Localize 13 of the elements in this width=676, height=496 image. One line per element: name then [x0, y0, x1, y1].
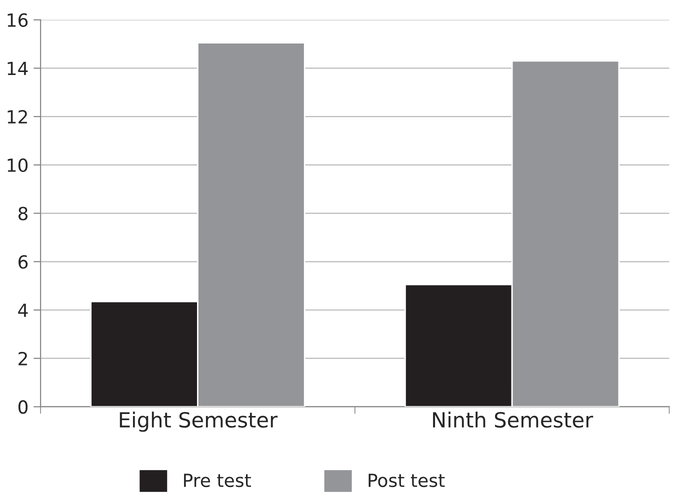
y-tick-label: 6	[18, 255, 28, 269]
y-tick-label: 16	[8, 13, 28, 27]
y-tick-label: 0	[18, 400, 28, 414]
y-tick-label: 12	[8, 110, 27, 124]
y-tick-label: 10	[8, 158, 28, 172]
x-tick-label: Ninth Semester	[433, 412, 594, 428]
legend-label: Pre test	[184, 474, 251, 488]
y-tick-label: 8	[18, 206, 28, 220]
y-tick-label: 4	[18, 304, 28, 317]
y-tick-label: 14	[8, 62, 28, 76]
x-tick-label: Eight Semester	[120, 412, 278, 432]
y-tick-label: 2	[18, 352, 27, 366]
legend-label: Post test	[368, 474, 445, 488]
